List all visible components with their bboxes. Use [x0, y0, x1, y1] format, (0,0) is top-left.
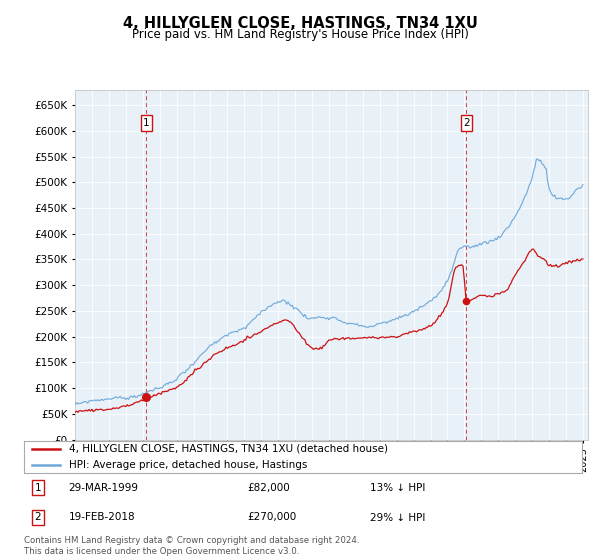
Text: 4, HILLYGLEN CLOSE, HASTINGS, TN34 1XU: 4, HILLYGLEN CLOSE, HASTINGS, TN34 1XU — [122, 16, 478, 31]
Text: 1: 1 — [143, 118, 150, 128]
Text: Price paid vs. HM Land Registry's House Price Index (HPI): Price paid vs. HM Land Registry's House … — [131, 28, 469, 41]
Text: 13% ↓ HPI: 13% ↓ HPI — [370, 483, 425, 493]
Text: HPI: Average price, detached house, Hastings: HPI: Average price, detached house, Hast… — [68, 460, 307, 470]
Text: Contains HM Land Registry data © Crown copyright and database right 2024.
This d: Contains HM Land Registry data © Crown c… — [24, 536, 359, 556]
Text: 1: 1 — [35, 483, 41, 493]
Text: 29-MAR-1999: 29-MAR-1999 — [68, 483, 139, 493]
Text: £270,000: £270,000 — [247, 512, 296, 522]
Text: £82,000: £82,000 — [247, 483, 290, 493]
Text: 29% ↓ HPI: 29% ↓ HPI — [370, 512, 425, 522]
Text: 2: 2 — [35, 512, 41, 522]
Text: 4, HILLYGLEN CLOSE, HASTINGS, TN34 1XU (detached house): 4, HILLYGLEN CLOSE, HASTINGS, TN34 1XU (… — [68, 444, 388, 454]
Text: 2: 2 — [463, 118, 470, 128]
Text: 19-FEB-2018: 19-FEB-2018 — [68, 512, 135, 522]
